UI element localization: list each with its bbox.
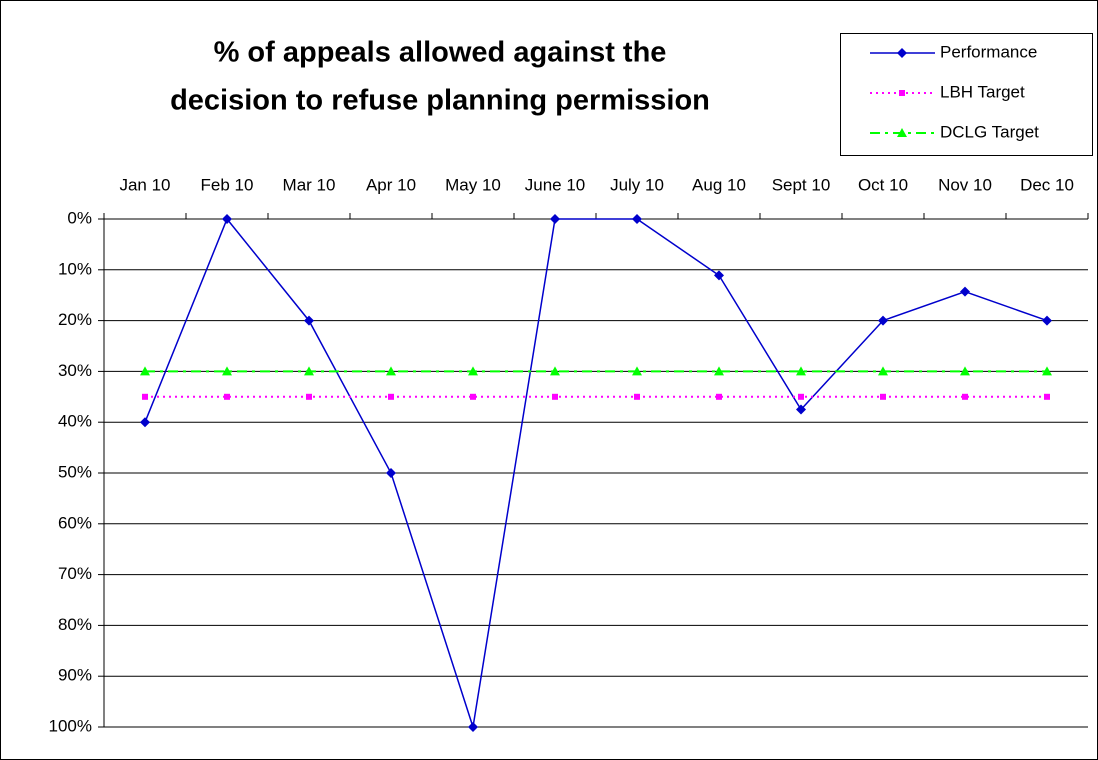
legend-marker [897,48,907,58]
data-point [1042,366,1052,376]
data-point [634,393,640,400]
data-point [960,366,970,376]
data-point [468,722,478,732]
data-point [304,366,314,376]
legend-label: LBH Target [940,82,1025,101]
y-tick-label: 60% [58,513,92,532]
data-point [140,417,150,428]
data-point [386,468,396,478]
series-line [144,217,1048,728]
x-tick-label: Nov 10 [938,175,992,194]
x-tick-label: Mar 10 [283,175,336,194]
data-point [798,393,804,400]
data-point [1044,393,1050,400]
y-tick-label: 0% [67,208,92,227]
x-tick-label: June 10 [525,175,586,194]
data-point [960,286,970,297]
data-point [306,393,312,400]
legend-label: Performance [940,42,1037,61]
data-point [140,366,150,376]
x-tick-label: May 10 [445,175,501,194]
y-tick-label: 70% [58,564,92,583]
data-point [880,393,886,400]
data-point [962,393,968,400]
data-point [714,270,724,281]
y-tick-label: 20% [58,310,92,329]
data-point [878,315,888,326]
x-tick-label: Sept 10 [772,175,831,194]
legend-marker [897,128,907,137]
chart-title: decision to refuse planning permission [170,85,710,117]
data-point [552,393,558,400]
x-tick-label: Feb 10 [201,175,254,194]
data-point [222,366,232,376]
data-point [304,315,314,326]
data-point [716,393,722,400]
legend-label: DCLG Target [940,122,1039,141]
legend-marker [899,90,905,96]
x-tick-label: Aug 10 [692,175,746,194]
data-point [222,214,232,224]
data-point [468,366,478,376]
data-point [470,393,476,400]
data-point [388,393,394,400]
y-tick-label: 100% [49,716,92,735]
data-point [550,214,560,224]
data-point [142,393,148,400]
y-tick-label: 90% [58,666,92,685]
y-tick-label: 10% [58,259,92,278]
legend-box [840,33,1093,156]
data-point [632,366,642,376]
y-tick-label: 80% [58,615,92,634]
x-tick-label: Dec 10 [1020,175,1074,194]
y-tick-label: 50% [58,462,92,481]
x-tick-label: July 10 [610,175,664,194]
data-point [1042,315,1052,326]
x-tick-label: Jan 10 [119,175,170,194]
data-point [550,366,560,376]
y-tick-label: 30% [58,361,92,380]
data-point [386,366,396,376]
data-point [796,366,806,376]
data-point [632,214,642,224]
data-point [224,393,230,400]
chart-title: % of appeals allowed against the [214,37,667,69]
data-point [714,366,724,376]
x-tick-label: Apr 10 [366,175,416,194]
x-tick-label: Oct 10 [858,175,908,194]
y-tick-label: 40% [58,412,92,431]
data-point [796,404,806,415]
data-point [878,366,888,376]
